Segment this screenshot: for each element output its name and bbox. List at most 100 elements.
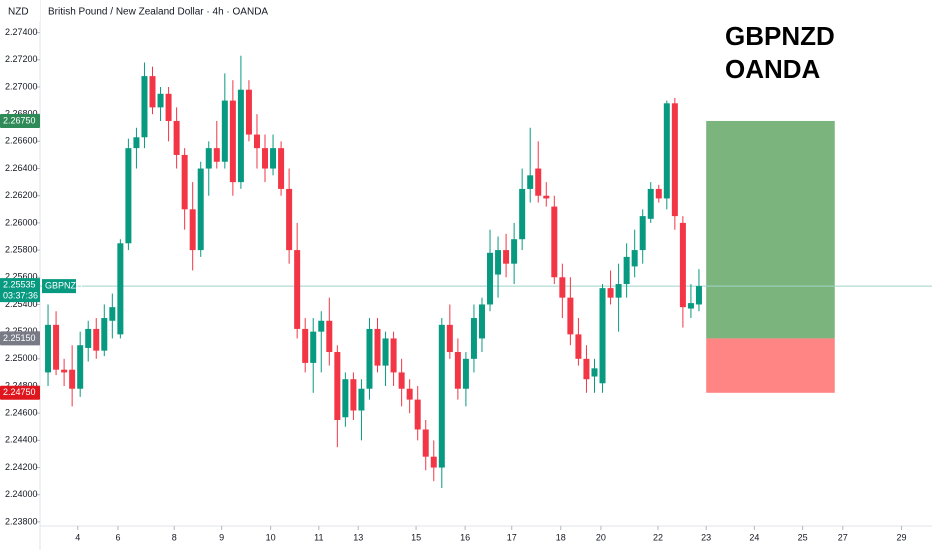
currency-bg [0, 0, 40, 22]
y-tick-label: 2.26800 [5, 109, 38, 119]
symbol-tag [42, 279, 76, 294]
candle-body [117, 243, 124, 335]
candle-body [503, 250, 510, 264]
candle-body [527, 175, 534, 189]
x-tick-label: 4 [75, 532, 80, 542]
candle-body [45, 324, 52, 373]
candle-body [286, 188, 293, 251]
y-tick-label: 2.25600 [5, 272, 38, 282]
annotation: GBPNZD [725, 21, 835, 51]
x-tick-label: 11 [314, 532, 323, 542]
candle-body [278, 148, 285, 189]
y-tick-label: 2.23800 [5, 516, 38, 526]
y-tick-label: 2.24000 [5, 489, 38, 499]
candle-body [567, 297, 574, 335]
candle-body [133, 137, 140, 149]
y-tick-label: 2.25400 [5, 299, 38, 309]
candle-body [390, 338, 397, 373]
y-tick-label: 2.24400 [5, 435, 38, 445]
x-tick-label: 25 [798, 532, 808, 542]
y-tick-label: 2.25800 [5, 244, 38, 254]
candle-body [302, 328, 309, 363]
annotation: OANDA [725, 54, 821, 84]
take-profit-label: 2.26750 [3, 115, 36, 125]
x-tick-label: 27 [838, 532, 848, 542]
entry-badge [0, 331, 40, 346]
candle-body [695, 286, 702, 305]
candle-body [262, 148, 269, 169]
y-tick-label: 2.27000 [5, 81, 38, 91]
candle-body [69, 369, 76, 389]
y-tick-label: 2.26000 [5, 217, 38, 227]
x-tick-label: 16 [460, 532, 470, 542]
candle-body [623, 256, 630, 285]
candle-body [687, 303, 694, 309]
candle-body [406, 388, 413, 400]
candle-body [478, 304, 485, 339]
candle-body [679, 222, 686, 308]
candle-body [615, 284, 622, 298]
candle-body [342, 379, 349, 418]
x-tick-label: 22 [653, 532, 663, 542]
y-tick-label: 2.27200 [5, 54, 38, 64]
candle-body [575, 334, 582, 359]
candle-body [551, 206, 558, 278]
candle-body [430, 456, 437, 468]
candle-body [245, 89, 252, 135]
candle-body [189, 209, 196, 251]
candle-body [599, 288, 606, 384]
candle-body [350, 379, 357, 411]
x-tick-label: 9 [219, 532, 224, 542]
candle-body [655, 188, 662, 199]
candle-body [77, 345, 84, 389]
candle-body [270, 148, 277, 169]
candle-body [647, 188, 654, 219]
candle-body [93, 328, 100, 351]
countdown: 03:37:36 [3, 290, 38, 300]
candle-body [559, 277, 566, 298]
candle-body [366, 328, 373, 389]
last-price-label: 2.25535 [3, 279, 36, 289]
x-tick-label: 15 [411, 532, 421, 542]
candle-body [85, 328, 92, 348]
candle-body [197, 168, 204, 251]
candle-body [213, 148, 220, 162]
candle-body [221, 100, 228, 162]
take-profit-badge [0, 113, 40, 128]
plot [36, 32, 932, 530]
x-tick-label: 24 [749, 532, 759, 542]
candle-body [326, 320, 333, 353]
x-tick-label: 20 [596, 532, 606, 542]
loss-zone [706, 338, 835, 393]
currency: NZD [8, 7, 29, 18]
candle-body [61, 369, 68, 373]
candle-body [414, 399, 421, 430]
x-tick-label: 17 [507, 532, 517, 542]
y-tick-label: 2.24200 [5, 462, 38, 472]
candle-body [173, 120, 180, 155]
candle-body [422, 429, 429, 457]
candle-body [165, 93, 172, 121]
candle-body [462, 358, 469, 389]
candle-body [229, 100, 236, 183]
candle-body [141, 76, 148, 138]
y-tick-label: 2.26600 [5, 136, 38, 146]
candle-body [358, 388, 365, 411]
candle-body [149, 76, 156, 108]
candle-body [495, 250, 502, 275]
candle-body [446, 324, 453, 353]
x-tick-label: 13 [353, 532, 363, 542]
y-tick-label: 2.25000 [5, 353, 38, 363]
candle-body [639, 216, 646, 251]
candle-body [487, 252, 494, 305]
x-tick-label: 29 [896, 532, 906, 542]
candle-body [334, 352, 341, 420]
candle-body [511, 239, 518, 264]
candle-body [535, 168, 542, 196]
x-tick-label: 23 [701, 532, 711, 542]
y-tick-label: 2.24600 [5, 408, 38, 418]
x-tick-label: 18 [556, 532, 566, 542]
y-tick-label: 2.26200 [5, 190, 38, 200]
stop-label: 2.24750 [3, 387, 36, 397]
candle-body [663, 103, 670, 199]
